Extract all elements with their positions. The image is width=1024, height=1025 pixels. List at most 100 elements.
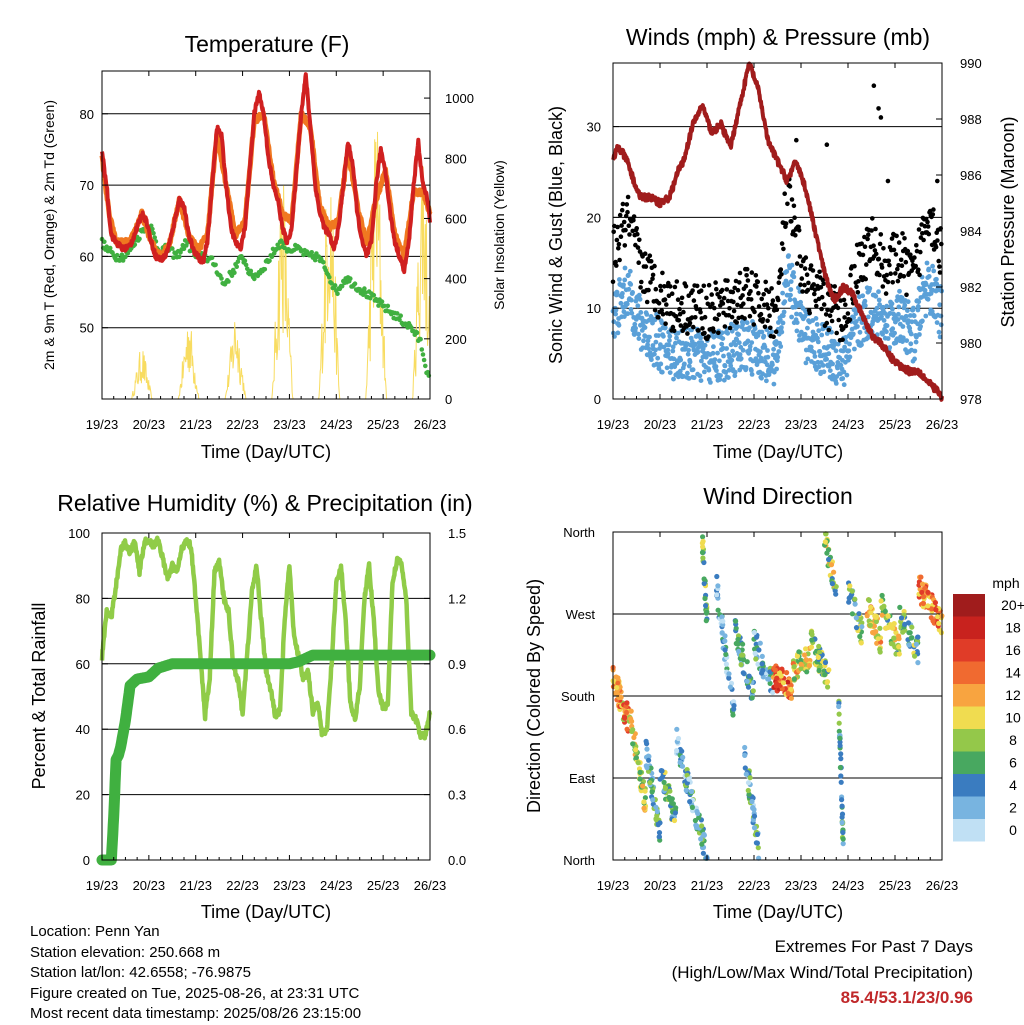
temperature-xtick-label: 23/23 [273,417,306,432]
wind-point [889,301,895,307]
direction-point [689,804,696,811]
direction-point [669,800,675,806]
direction-point [838,779,844,785]
direction-point [684,780,690,786]
gust-point [813,298,818,304]
direction-point [906,642,912,648]
wind-point [884,323,890,329]
direction-point [656,830,663,836]
extremes-heading: Extremes For Past 7 Days [774,937,973,956]
wind-point [726,375,731,380]
wind-point [833,381,839,386]
wind-point [658,342,663,348]
wind-point [637,296,643,302]
gust-point [702,330,707,336]
wind-point [813,316,819,321]
direction-point [808,644,815,650]
humidity-xtick-label: 22/23 [226,878,259,893]
gust-point [701,283,707,289]
gust-point [901,274,907,279]
wind-point [630,290,635,295]
wind-point [812,354,818,359]
direction-point [902,621,908,628]
wind-point [618,300,624,306]
wind-point [657,346,662,351]
wind-point [896,311,901,317]
gust-point [775,297,781,303]
gust-point [913,263,918,269]
speed-colorbar-legend: mph 20+ 18 16 14 12 10 8 6 4 2 0 [953,575,1024,842]
wind-point [815,335,820,341]
wind-point [625,311,631,317]
wind-point [771,346,776,352]
direction-point [679,763,686,769]
wind-point [736,340,742,346]
gust-point [866,232,871,237]
direction-point [824,679,830,686]
gust-point [755,279,761,285]
gust-point [793,233,798,238]
direction-point [714,573,720,580]
dewpoint-point [423,363,428,369]
wind-point [923,313,929,319]
direction-point [742,765,748,771]
direction-point [686,776,692,782]
gust-point [819,294,825,300]
gust-point [702,314,708,320]
gust-point [914,243,919,248]
gust-point [890,280,895,285]
direction-point [836,711,842,717]
dewpoint-point [414,330,420,336]
gust-point [893,252,899,257]
gust-point [724,287,730,292]
gust-point [769,286,774,291]
direction-point [767,669,773,675]
direction-point [858,640,864,646]
dewpoint-point [180,242,186,248]
gust-point [782,191,787,196]
direction-point [702,595,708,602]
humidity-xtick-label: 23/23 [273,878,306,893]
legend-color-swatch [953,616,985,639]
direction-point [628,708,634,714]
wind-point [937,334,943,340]
wind-point [918,324,923,329]
gust-point [912,255,917,260]
wind-point [824,331,830,336]
gust-point [631,214,637,219]
wind-point [622,277,628,283]
direction-scatter-series [610,531,945,861]
direction-point [883,625,889,631]
wind-point [743,365,749,370]
wind-point [644,312,650,317]
gust-point [648,280,653,285]
gust-point [676,318,682,323]
gust-point [840,337,845,343]
wind-point [905,299,911,305]
direction-point [629,718,635,725]
wind-point [900,335,906,341]
gust-point [768,325,773,331]
direction-point [912,653,918,659]
wind-point [916,299,922,305]
gust-point [925,224,931,229]
wind-point [770,362,775,368]
direction-point [837,735,843,741]
wind-point [787,297,793,303]
gust-point [876,256,882,262]
gust-point [798,263,804,269]
humidity-ytick-label: 100 [68,526,90,541]
gust-point [643,264,649,269]
gust-point [710,301,715,307]
direction-point [727,684,734,690]
wind-point [912,356,917,362]
dewpoint-point [335,291,340,297]
winds-title: Winds (mph) & Pressure (mb) [626,24,930,50]
temperature-ytick-label: 60 [80,249,94,264]
direction-point [849,588,855,594]
wind-point [690,367,696,373]
gust-point [722,324,728,329]
gust-point [747,313,753,319]
direction-point [722,638,728,644]
wind-point [662,325,668,331]
